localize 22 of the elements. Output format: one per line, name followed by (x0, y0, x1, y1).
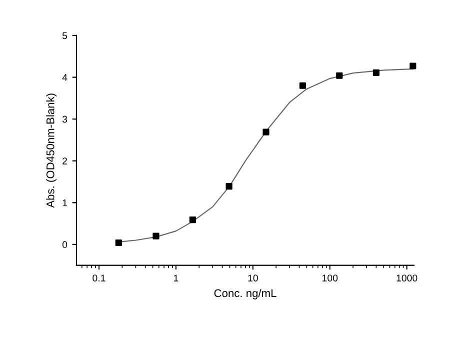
point (372, 69, 380, 76)
point (152, 232, 160, 240)
x-tick-label: 1000 (396, 274, 418, 282)
y-tick-label: 0 (62, 241, 68, 248)
y-axis-title: Abs. (OD450nm-Blank) (46, 94, 57, 208)
y-tick-label: 4 (62, 74, 68, 81)
x-axis-title: Conc. ng/mL (214, 288, 276, 300)
y-tick-label: 1 (62, 199, 67, 206)
point (299, 82, 306, 89)
x-tick-label: 1 (174, 274, 178, 282)
y-tick-label: 2 (62, 158, 67, 164)
point (410, 62, 416, 70)
point (226, 183, 232, 190)
x-tick-label: 10 (248, 274, 258, 282)
point (115, 239, 122, 246)
y-tick-label: 5 (62, 32, 68, 40)
x-tick-label: 100 (322, 274, 338, 282)
point (189, 216, 196, 224)
point (262, 128, 270, 136)
x-tick-label: 0.1 (92, 274, 106, 282)
point (336, 72, 343, 79)
y-tick-label: 3 (62, 116, 68, 123)
